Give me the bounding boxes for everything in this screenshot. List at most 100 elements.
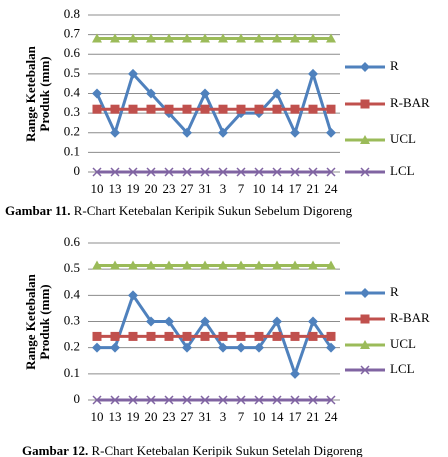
marker: [200, 331, 210, 341]
y-tick-label: 0.3: [64, 104, 80, 119]
marker: [290, 260, 300, 270]
legend-marker: [360, 99, 370, 109]
legend-marker: [360, 365, 370, 375]
marker: [218, 342, 228, 353]
y-tick-label: 0.6: [64, 45, 81, 60]
y-tick-label: 0.4: [64, 286, 81, 301]
caption: Gambar 12. R-Chart Ketebalan Keripik Suk…: [22, 443, 363, 457]
marker: [182, 127, 192, 138]
caption: Gambar 11. R-Chart Ketebalan Keripik Suk…: [5, 203, 353, 218]
x-tick-label: 24: [325, 181, 339, 196]
legend-label: LCL: [390, 163, 415, 178]
y-tick-label: 0.3: [64, 312, 80, 327]
x-tick-label: 3: [220, 181, 227, 196]
marker: [218, 395, 228, 405]
marker: [200, 260, 210, 270]
marker: [128, 33, 138, 43]
x-tick-label: 10: [91, 181, 104, 196]
marker: [272, 331, 282, 341]
x-tick-label: 23: [163, 409, 176, 424]
marker: [92, 260, 102, 270]
x-tick-label: 31: [199, 181, 212, 196]
y-tick-label: 0.2: [64, 339, 80, 354]
marker: [326, 127, 336, 138]
marker: [326, 104, 336, 114]
marker: [182, 395, 192, 405]
y-tick-label: 0.5: [64, 260, 80, 275]
marker: [128, 68, 138, 79]
marker: [236, 260, 246, 270]
marker: [182, 342, 192, 353]
marker: [110, 342, 120, 353]
x-tick-label: 19: [127, 409, 140, 424]
marker: [182, 331, 192, 341]
marker: [308, 33, 318, 43]
marker: [254, 33, 264, 43]
marker: [164, 33, 174, 43]
marker: [308, 260, 318, 270]
marker: [110, 395, 120, 405]
y-tick-label: 0.4: [64, 84, 81, 99]
marker: [92, 395, 102, 405]
x-tick-label: 24: [325, 409, 339, 424]
legend-marker: [360, 340, 370, 349]
marker: [146, 331, 156, 341]
x-tick-label: 21: [307, 181, 320, 196]
marker: [236, 342, 246, 353]
marker: [146, 395, 156, 405]
marker: [218, 167, 228, 177]
marker: [146, 33, 156, 43]
x-tick-label: 17: [289, 409, 303, 424]
marker: [200, 33, 210, 43]
marker: [236, 331, 246, 341]
marker: [92, 167, 102, 177]
marker: [146, 316, 156, 327]
marker: [128, 290, 138, 301]
x-tick-label: 21: [307, 409, 320, 424]
marker: [128, 260, 138, 270]
marker: [92, 88, 102, 99]
marker: [200, 167, 210, 177]
marker: [326, 395, 336, 405]
marker: [326, 33, 336, 43]
x-tick-label: 3: [220, 409, 227, 424]
marker: [218, 104, 228, 114]
x-tick-label: 27: [181, 181, 195, 196]
x-tick-label: 20: [145, 409, 158, 424]
marker: [146, 104, 156, 114]
x-tick-label: 14: [271, 181, 285, 196]
marker: [272, 88, 282, 99]
marker: [290, 331, 300, 341]
marker: [128, 104, 138, 114]
marker: [200, 104, 210, 114]
legend-label: LCL: [390, 361, 415, 376]
y-tick-label: 0: [74, 163, 81, 178]
legend-label: R-BAR: [390, 95, 430, 110]
marker: [200, 88, 210, 99]
marker: [110, 33, 120, 43]
x-tick-label: 23: [163, 181, 176, 196]
marker: [218, 260, 228, 270]
x-tick-label: 27: [181, 409, 195, 424]
legend-marker: [360, 62, 370, 72]
chart: 0 0.1 0.2 0.3 0.4 0.5 0.6 0.7 0.8 10 13 19 20 23 27 31 3…: [5, 6, 430, 218]
marker: [254, 260, 264, 270]
marker: [290, 368, 300, 379]
x-tick-label: 13: [109, 409, 122, 424]
marker: [290, 127, 300, 138]
marker: [110, 127, 120, 138]
legend-label: R-BAR: [390, 310, 430, 325]
legend-label: UCL: [390, 336, 416, 351]
y-tick-label: 0.5: [64, 65, 80, 80]
x-tick-label: 13: [109, 181, 122, 196]
marker: [326, 331, 336, 341]
series-line: [97, 292, 333, 379]
x-tick-label: 7: [238, 409, 245, 424]
marker: [308, 104, 318, 114]
marker: [236, 33, 246, 43]
marker: [290, 33, 300, 43]
caption-text: R-Chart Ketebalan Keripik Sukun Setelah …: [91, 443, 363, 457]
marker: [110, 331, 120, 341]
x-tick-label: 10: [253, 409, 266, 424]
marker: [290, 167, 300, 177]
